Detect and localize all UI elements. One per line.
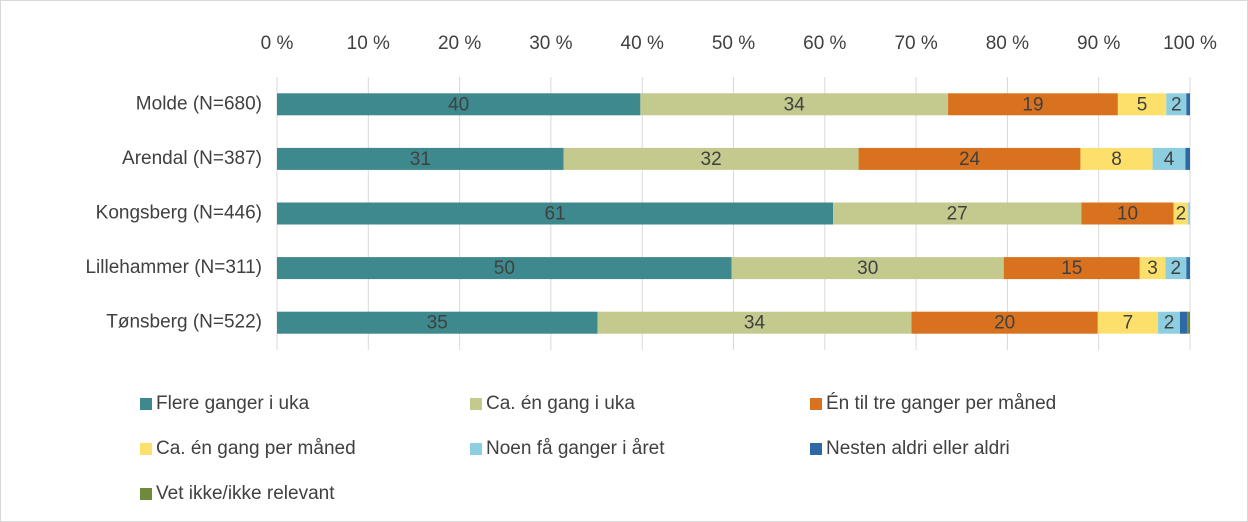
y-tick-label: Molde (N=680) — [136, 93, 262, 114]
bar-segment — [597, 311, 912, 334]
legend-swatch — [140, 488, 152, 500]
x-tick-label: 60 % — [803, 33, 846, 54]
data-label: 61 — [544, 204, 565, 225]
x-tick-label: 90 % — [1077, 33, 1120, 54]
legend-label: Noen få ganger i året — [486, 438, 665, 459]
data-label: 3 — [1147, 258, 1158, 279]
bar-segment — [1080, 147, 1153, 170]
data-label: 27 — [947, 204, 968, 225]
bar-segment — [1186, 257, 1190, 280]
data-label: 2 — [1171, 258, 1182, 279]
legend-swatch — [810, 443, 822, 455]
data-label: 15 — [1061, 258, 1082, 279]
x-tick-label: 20 % — [438, 33, 481, 54]
bar-segment — [731, 257, 1004, 280]
bar-segment — [1165, 257, 1187, 280]
bar-segment — [277, 257, 732, 280]
bar-segment — [1179, 311, 1188, 334]
data-label: 40 — [448, 94, 469, 115]
bar-segment — [563, 147, 859, 170]
legend-label: Ca. én gang i uka — [486, 393, 635, 414]
data-label: 19 — [1022, 94, 1043, 115]
bar-segment — [858, 147, 1081, 170]
bar-segment — [1117, 93, 1167, 116]
data-label: 2 — [1164, 313, 1175, 334]
bar-segment — [1003, 257, 1140, 280]
legend-label: Ca. én gang per måned — [156, 438, 356, 459]
y-tick-label: Kongsberg (N=446) — [96, 203, 262, 224]
data-label: 34 — [784, 94, 806, 115]
x-tick-label: 0 % — [261, 33, 294, 54]
data-label: 8 — [1111, 149, 1122, 170]
bar-segment — [1097, 311, 1159, 334]
data-label: 35 — [427, 313, 448, 334]
legend-swatch — [140, 443, 152, 455]
y-tick-label: Arendal (N=387) — [122, 148, 262, 169]
data-label: 50 — [494, 258, 515, 279]
data-label: 32 — [701, 149, 722, 170]
legend-swatch — [140, 398, 152, 410]
data-label: 20 — [994, 313, 1015, 334]
legend-swatch — [470, 398, 482, 410]
y-tick-label: Tønsberg (N=522) — [106, 312, 262, 333]
bar-segment — [1152, 147, 1186, 170]
legend-swatch — [470, 443, 482, 455]
data-label: 31 — [410, 149, 431, 170]
y-tick-label: Lillehammer (N=311) — [85, 257, 262, 278]
data-label: 2 — [1176, 204, 1187, 225]
x-tick-label: 100 % — [1163, 33, 1217, 54]
bar-segment — [1139, 257, 1166, 280]
legend-swatch — [810, 398, 822, 410]
bar-segment — [833, 202, 1082, 225]
bar-segment — [1173, 202, 1189, 225]
data-label: 24 — [959, 149, 981, 170]
x-tick-label: 80 % — [986, 33, 1029, 54]
legend-label: Én til tre ganger per måned — [826, 393, 1056, 414]
x-tick-label: 40 % — [621, 33, 664, 54]
legend-label: Vet ikke/ikke relevant — [156, 483, 335, 504]
bar-segment — [1186, 93, 1190, 116]
x-tick-label: 10 % — [347, 33, 390, 54]
bar-segment — [277, 93, 641, 116]
bar-segment — [911, 311, 1098, 334]
legend-label: Flere ganger i uka — [156, 393, 310, 414]
legend-label: Nesten aldri eller aldri — [826, 438, 1010, 459]
data-label: 10 — [1117, 204, 1138, 225]
bar-segment — [640, 93, 949, 116]
x-tick-label: 70 % — [894, 33, 937, 54]
data-label: 4 — [1164, 149, 1175, 170]
data-label: 7 — [1123, 313, 1134, 334]
bar-segment — [1187, 311, 1190, 334]
bar-segment — [277, 147, 564, 170]
data-label: 2 — [1171, 94, 1182, 115]
data-label: 30 — [857, 258, 878, 279]
x-tick-label: 50 % — [712, 33, 755, 54]
bar-segment — [1185, 147, 1190, 170]
x-tick-label: 30 % — [529, 33, 572, 54]
bar-segment — [1166, 93, 1187, 116]
bar-segment — [277, 202, 834, 225]
bar-segment — [948, 93, 1118, 116]
data-label: 5 — [1137, 94, 1148, 115]
bar-segment — [1188, 202, 1190, 225]
bar-segment — [277, 311, 598, 334]
bar-segment — [1158, 311, 1180, 334]
bar-segment — [1081, 202, 1174, 225]
data-label: 34 — [744, 313, 766, 334]
